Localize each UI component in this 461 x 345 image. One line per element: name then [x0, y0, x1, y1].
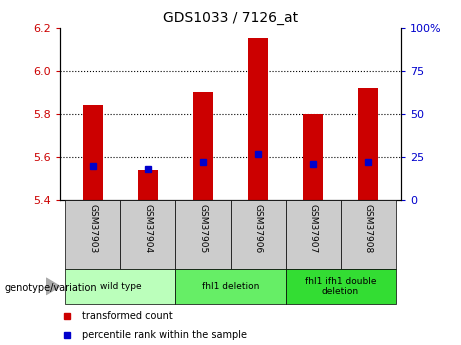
Text: transformed count: transformed count [82, 311, 173, 321]
Title: GDS1033 / 7126_at: GDS1033 / 7126_at [163, 11, 298, 25]
Text: GSM37907: GSM37907 [308, 204, 318, 253]
Text: percentile rank within the sample: percentile rank within the sample [82, 330, 247, 339]
Bar [359, 88, 378, 200]
Text: fhl1 deletion: fhl1 deletion [202, 282, 259, 291]
Text: GSM37904: GSM37904 [143, 204, 153, 253]
Bar [285, 269, 396, 304]
Text: GSM37903: GSM37903 [89, 204, 97, 253]
Text: fhl1 ifh1 double
deletion: fhl1 ifh1 double deletion [305, 277, 376, 296]
Bar [138, 170, 158, 200]
Bar [230, 200, 285, 269]
Text: wild type: wild type [100, 282, 141, 291]
Bar [248, 38, 268, 200]
Bar [193, 92, 213, 200]
Bar [65, 200, 120, 269]
Bar [176, 200, 230, 269]
Bar [285, 200, 341, 269]
Bar [176, 269, 285, 304]
Bar [341, 200, 396, 269]
Text: GSM37908: GSM37908 [364, 204, 372, 253]
Bar [65, 269, 176, 304]
Bar [83, 105, 103, 200]
Bar [120, 200, 176, 269]
Bar [303, 114, 323, 200]
Text: genotype/variation: genotype/variation [5, 283, 97, 293]
Text: GSM37905: GSM37905 [199, 204, 207, 253]
Text: GSM37906: GSM37906 [254, 204, 262, 253]
Polygon shape [46, 278, 60, 295]
